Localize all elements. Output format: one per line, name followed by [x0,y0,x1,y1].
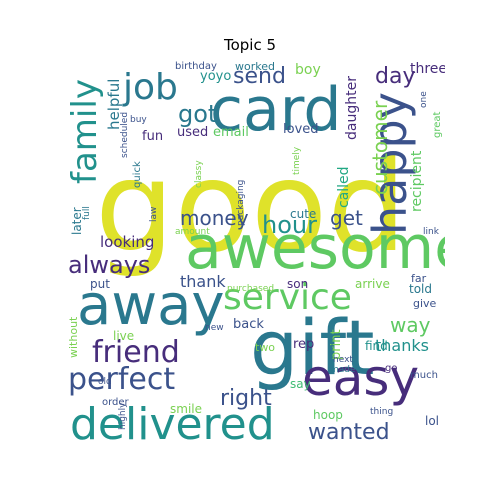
word-gift: gift [250,303,375,392]
word-day: day [375,64,416,89]
word-family: family [65,79,105,184]
word-three: three [410,61,445,77]
word-thank: thank [180,272,226,291]
word-fun: fun [142,129,164,144]
word-got: got [178,100,218,128]
word-smile: smile [170,402,202,416]
chart-title: Topic 5 [223,36,277,54]
word-way: way [390,313,431,337]
word-boy: boy [295,62,321,78]
word-without: without [67,316,80,358]
word-go: go [385,363,398,374]
word-law: law [149,206,159,222]
word-send: send [233,64,286,89]
word-loved: loved [283,122,319,137]
word-awesome: awesome [185,213,445,283]
word-two: two [255,341,276,354]
word-money: money [180,206,249,230]
word-friend: friend [92,335,180,370]
word-live: live [113,329,135,343]
word-new: new [205,323,224,333]
word-much: much [410,370,438,381]
word-birthday: birthday [175,61,217,72]
word-job: job [123,67,178,108]
word-recipient: recipient [409,150,425,212]
word-amount: amount [175,227,210,237]
word-give: give [413,297,437,310]
word-lol: lol [425,414,440,428]
word-used: used [177,125,209,140]
word-packaging: packaging [236,179,246,226]
word-buy: buy [130,115,147,125]
word-hour: hour [262,211,317,239]
word-delivered: delivered [70,399,275,441]
word-quick: quick [132,161,143,188]
word-thing: thing [370,407,394,417]
word-put: put [90,277,110,291]
word-wanted: wanted [308,420,390,441]
word-thanks: thanks [375,336,429,355]
word-one: one [419,91,429,108]
word-back: back [233,317,264,332]
word-service: service [223,277,352,318]
word-daughter: daughter [344,76,360,140]
word-find: find [365,339,388,353]
word-email: email [213,125,249,140]
word-next: next [333,355,353,365]
word-far: far [411,272,427,285]
word-looking: looking [100,233,155,251]
word-told: told [409,282,432,296]
word-cloud: good card awesome gift away easy deliver… [65,60,445,440]
word-timely: timely [292,146,302,175]
word-great: great [432,111,443,138]
word-always: always [68,251,151,279]
word-order: order [102,397,129,408]
word-get: get [330,206,363,230]
word-right: right [220,386,272,411]
word-scheduled: scheduled [120,111,130,158]
word-old: old [98,377,112,387]
word-son: son [287,277,309,291]
word-purchased: purchased [227,284,275,294]
word-called: called [336,166,352,208]
word-worked: worked [235,60,275,73]
word-rep: rep [293,337,315,352]
word-made: made [330,365,356,375]
word-cute: cute [290,207,317,221]
word-arrive: arrive [355,277,390,291]
word-away: away [77,273,225,338]
word-customer: customer [368,100,392,195]
word-say: say [290,377,311,391]
word-easy: easy [302,349,420,407]
word-good: good [95,135,407,280]
word-classy: classy [194,160,204,188]
word-card: card [210,75,342,145]
word-hoop: hoop [313,408,343,422]
word-yoyo: yoyo [200,69,232,84]
word-link: link [423,227,439,237]
word-highly: highly [118,402,128,430]
word-perfect: perfect [68,362,176,397]
word-full: full [82,206,92,220]
